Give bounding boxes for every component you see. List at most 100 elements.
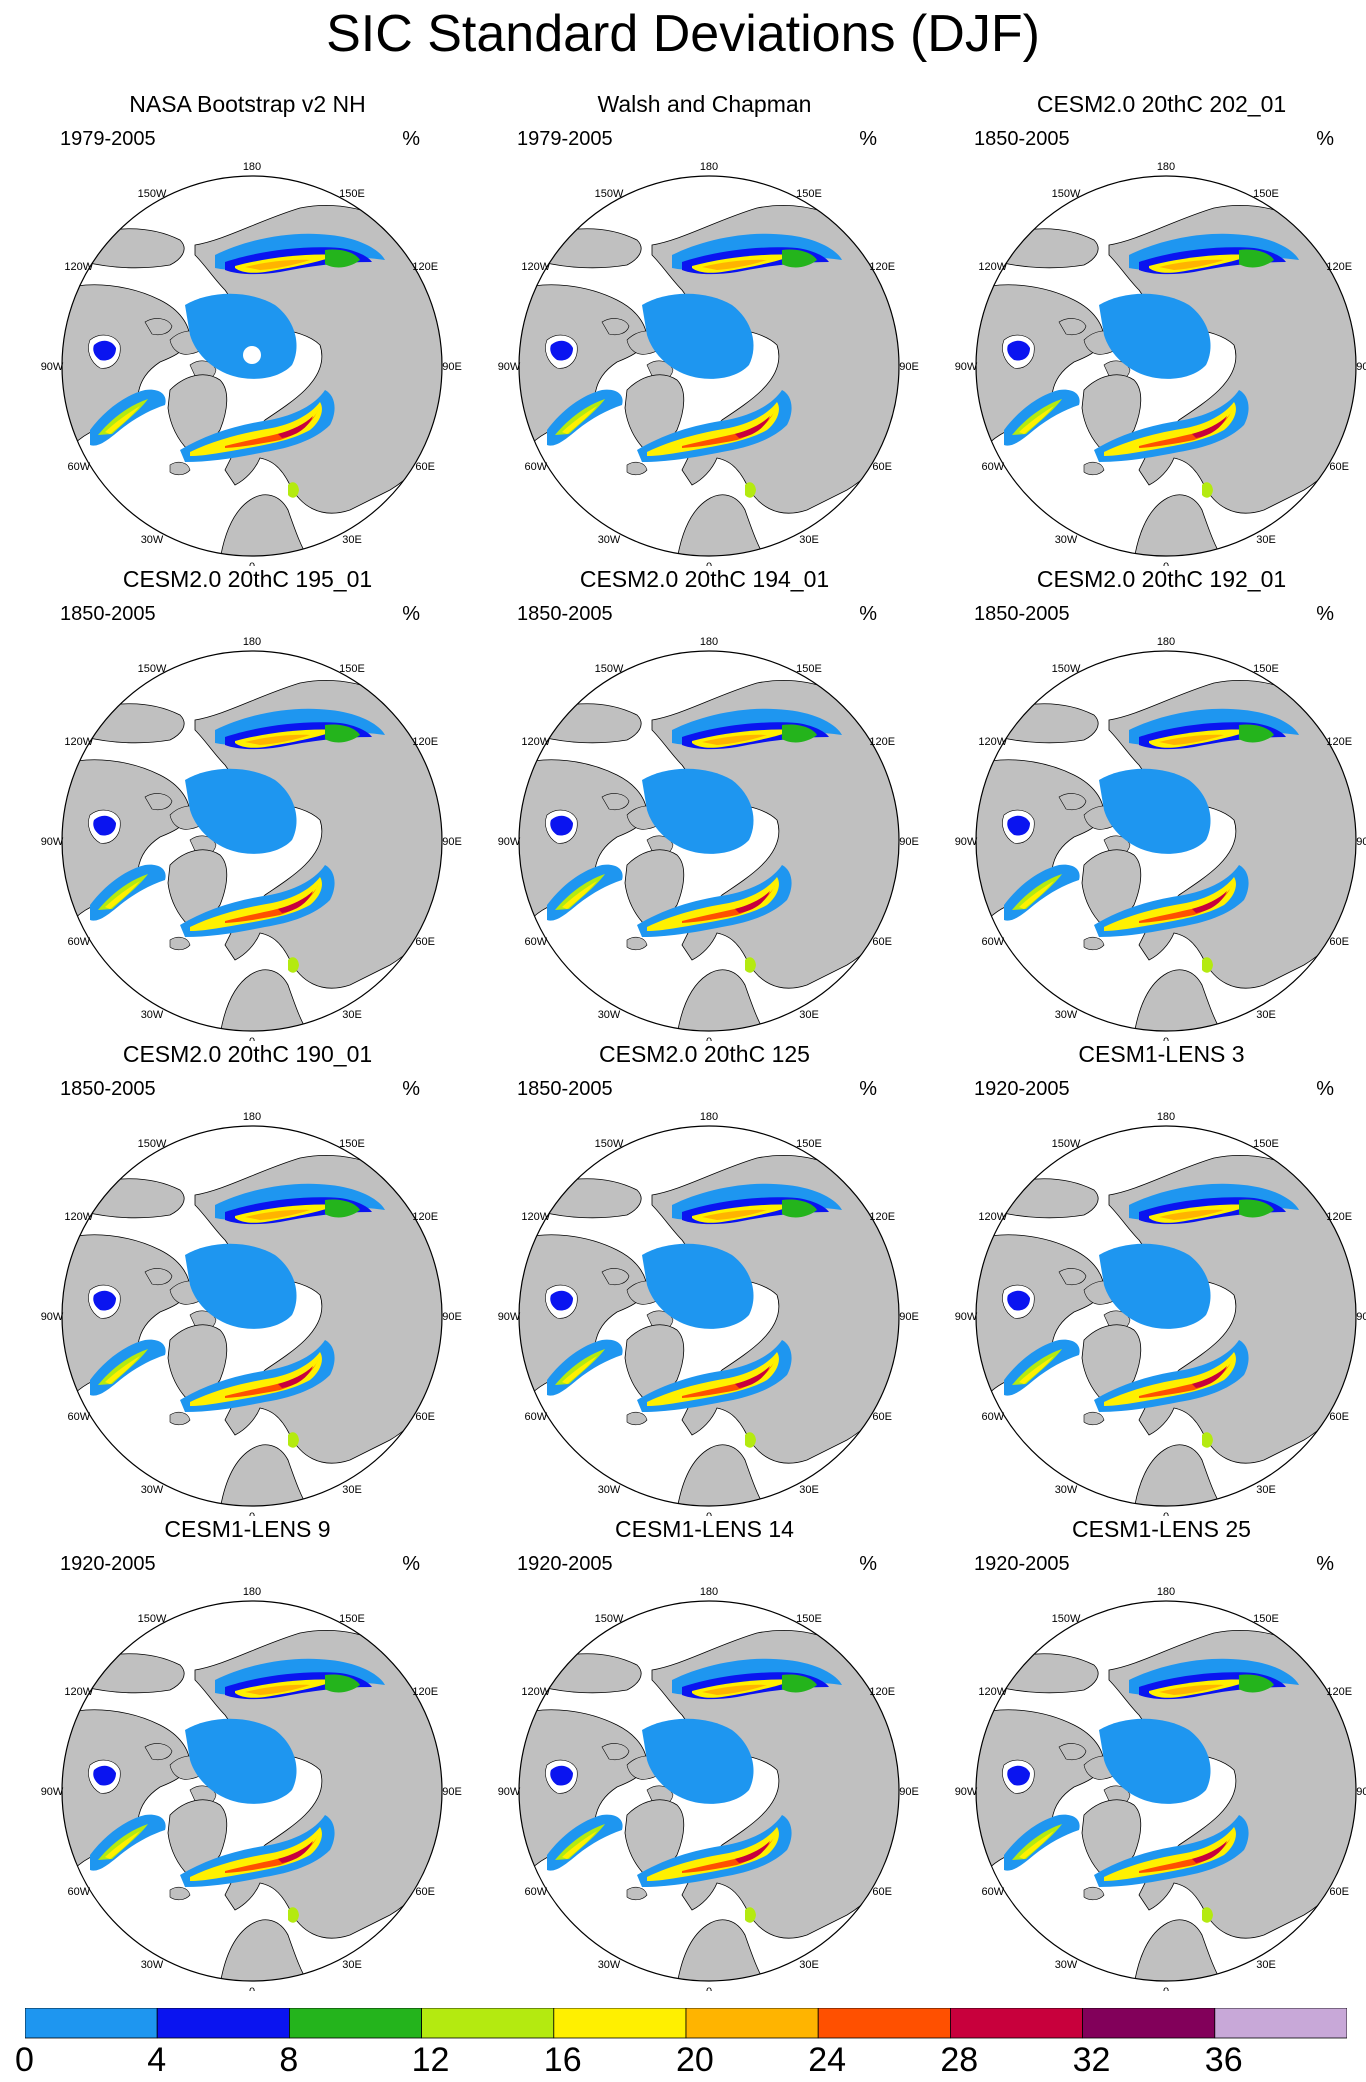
longitude-label: 0 — [706, 1036, 712, 1041]
longitude-label: 30E — [1256, 1484, 1276, 1496]
longitude-label: 150E — [1253, 1138, 1279, 1150]
panel-title: CESM1-LENS 3 — [1078, 1041, 1245, 1067]
colorbar-segment — [553, 2008, 687, 2039]
map-panel: 180 150E 120E 90E 60E 30E 0 30W 60W 90W 120W 150W C… — [20, 1040, 475, 1516]
longitude-label: 90W — [41, 1311, 64, 1323]
longitude-label: 180 — [243, 161, 261, 173]
colorbar-tick-label: 36 — [1204, 2041, 1243, 2079]
greenland-landmass — [624, 1799, 685, 1877]
longitude-label: 120W — [978, 736, 1007, 748]
polar-map: 180 150E 120E 90E 60E 30E 0 30W 60W 90W 120W 150W — [955, 1111, 1366, 1516]
longitude-label: 120E — [1326, 1686, 1352, 1698]
longitude-label: 30E — [1256, 534, 1276, 546]
map-panel: 180 150E 120E 90E 60E 30E 0 30W 60W 90W 120W 150W C… — [20, 1515, 475, 1991]
polar-map: 180 150E 120E 90E 60E 30E 0 30W 60W 90W 120W 150W — [41, 1111, 462, 1516]
map-boundary — [975, 650, 1357, 1032]
colorbar-segment — [156, 2008, 290, 2039]
longitude-label: 30W — [598, 1009, 621, 1021]
longitude-label: 150W — [595, 663, 624, 675]
longitude-label: 30W — [598, 1959, 621, 1971]
longitude-label: 30E — [342, 1484, 362, 1496]
panel-title: NASA Bootstrap v2 NH — [129, 91, 366, 117]
map-panel: 180 150E 120E 90E 60E 30E 0 30W 60W 90W 120W 150W C… — [934, 90, 1366, 566]
panel-period: 1979-2005 — [60, 128, 156, 150]
longitude-label: 150E — [339, 1613, 365, 1625]
longitude-label: 90E — [1356, 836, 1366, 848]
longitude-label: 90E — [1356, 361, 1366, 373]
longitude-label: 60W — [67, 461, 90, 473]
colorbar-segment — [25, 2008, 158, 2039]
greenland-landmass — [167, 374, 228, 452]
longitude-label: 0 — [1163, 1511, 1169, 1516]
panel-units: % — [859, 1553, 877, 1575]
longitude-label: 60W — [981, 936, 1004, 948]
colorbar — [25, 2008, 1347, 2039]
longitude-label: 0 — [706, 1986, 712, 1991]
panel-title: CESM1-LENS 9 — [164, 1516, 331, 1542]
central-arctic-ice — [185, 293, 297, 379]
longitude-label: 120E — [412, 261, 438, 273]
longitude-label: 120E — [869, 736, 895, 748]
longitude-label: 30W — [141, 534, 164, 546]
longitude-label: 30W — [1055, 534, 1078, 546]
panel-title: CESM1-LENS 25 — [1072, 1516, 1251, 1542]
map-panel: 180 150E 120E 90E 60E 30E 0 30W 60W 90W 120W 150W C… — [934, 1515, 1366, 1991]
longitude-label: 60E — [1329, 461, 1349, 473]
longitude-label: 0 — [1163, 1986, 1169, 1991]
longitude-label: 60E — [415, 1886, 435, 1898]
longitude-label: 120E — [1326, 736, 1352, 748]
longitude-label: 0 — [249, 1036, 255, 1041]
longitude-label: 150W — [595, 1138, 624, 1150]
longitude-label: 120W — [978, 261, 1007, 273]
panel-title: CESM2.0 20thC 125 — [599, 1041, 810, 1067]
colorbar-segment — [950, 2008, 1084, 2039]
longitude-label: 0 — [249, 561, 255, 566]
longitude-label: 90E — [899, 361, 919, 373]
polar-map: 180 150E 120E 90E 60E 30E 0 30W 60W 90W 120W 150W — [498, 636, 919, 1041]
panel-units: % — [1316, 128, 1334, 150]
central-arctic-ice — [642, 1718, 754, 1804]
panel-period: 1979-2005 — [517, 128, 613, 150]
central-arctic-ice — [185, 768, 297, 854]
panel-period: 1850-2005 — [60, 1078, 156, 1100]
longitude-label: 30W — [598, 534, 621, 546]
longitude-label: 150E — [796, 1613, 822, 1625]
longitude-label: 120W — [64, 736, 93, 748]
greenland-landmass — [167, 1324, 228, 1402]
longitude-label: 0 — [1163, 561, 1169, 566]
panel-period: 1850-2005 — [974, 603, 1070, 625]
longitude-label: 180 — [700, 1586, 718, 1598]
longitude-label: 90E — [442, 361, 462, 373]
longitude-label: 0 — [1163, 1036, 1169, 1041]
panel-title: CESM2.0 20thC 194_01 — [579, 566, 830, 592]
colorbar-tick-label: 28 — [940, 2041, 979, 2079]
longitude-label: 60E — [415, 936, 435, 948]
map-boundary — [518, 1600, 900, 1982]
longitude-label: 90E — [1356, 1786, 1366, 1798]
map-panel: 180 150E 120E 90E 60E 30E 0 30W 60W 90W 120W 150W C… — [477, 1040, 932, 1516]
longitude-label: 90W — [955, 1786, 978, 1798]
longitude-label: 60E — [1329, 1886, 1349, 1898]
longitude-label: 90E — [1356, 1311, 1366, 1323]
longitude-label: 60E — [872, 936, 892, 948]
greenland-landmass — [624, 374, 685, 452]
map-panel: 180 150E 120E 90E 60E 30E 0 30W 60W 90W 120W 150W C… — [934, 1040, 1366, 1516]
colorbar-segment — [817, 2008, 951, 2039]
longitude-label: 60W — [981, 1411, 1004, 1423]
longitude-label: 150E — [339, 663, 365, 675]
longitude-label: 150E — [796, 1138, 822, 1150]
longitude-label: 30E — [1256, 1959, 1276, 1971]
longitude-label: 30E — [342, 1009, 362, 1021]
longitude-label: 90W — [498, 1311, 521, 1323]
colorbar-tick-label: 8 — [279, 2041, 299, 2079]
map-panel: 180 150E 120E 90E 60E 30E 0 30W 60W 90W 120W 150W C… — [934, 565, 1366, 1041]
colorbar-tick-label: 20 — [676, 2041, 714, 2079]
longitude-label: 120W — [64, 261, 93, 273]
longitude-label: 30W — [141, 1484, 164, 1496]
longitude-label: 120E — [412, 736, 438, 748]
longitude-label: 120W — [978, 1211, 1007, 1223]
longitude-label: 120E — [869, 1211, 895, 1223]
longitude-label: 0 — [706, 561, 712, 566]
greenland-landmass — [1081, 849, 1142, 927]
longitude-label: 90W — [955, 836, 978, 848]
